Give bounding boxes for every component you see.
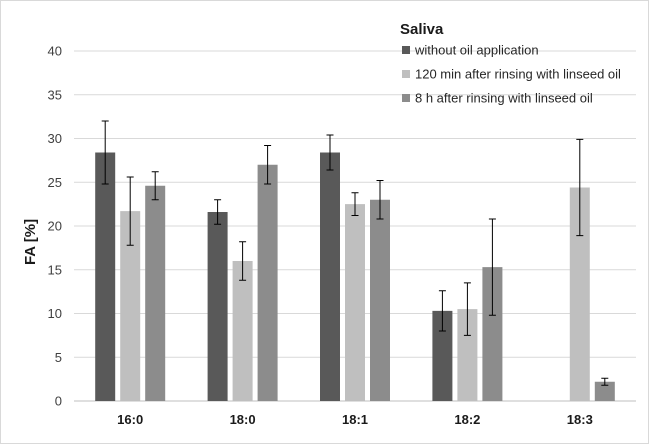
- bars: [95, 152, 615, 401]
- bar: [569, 187, 590, 401]
- bar: [345, 204, 365, 401]
- y-tick-label: 5: [55, 350, 62, 365]
- x-tick-label: 18:0: [230, 412, 256, 427]
- bar: [257, 164, 278, 401]
- y-axis-label: FA [%]: [22, 219, 39, 265]
- bar: [432, 310, 453, 401]
- x-tick-label: 16:0: [117, 412, 143, 427]
- y-tick-label: 25: [48, 175, 62, 190]
- bar: [482, 267, 503, 401]
- bar: [370, 199, 390, 401]
- error-bars: [101, 120, 609, 386]
- bar: [457, 309, 478, 401]
- y-tick-label: 15: [48, 262, 62, 277]
- bar: [232, 261, 253, 401]
- legend-swatch: [402, 94, 410, 102]
- y-tick-label: 30: [48, 131, 62, 146]
- bar: [145, 185, 166, 401]
- x-tick-label: 18:2: [454, 412, 480, 427]
- legend-title: Saliva: [400, 21, 444, 38]
- bar: [120, 211, 141, 401]
- y-tick-label: 35: [48, 87, 62, 102]
- legend-swatch: [402, 46, 410, 54]
- legend-entry: 120 min after rinsing with linseed oil: [415, 67, 621, 82]
- y-tick-label: 40: [48, 44, 62, 59]
- bar: [320, 152, 340, 401]
- legend: Saliva without oil application 120 min af…: [400, 21, 621, 106]
- y-tick-label: 20: [48, 219, 62, 234]
- x-tick-label: 18:3: [567, 412, 593, 427]
- bar: [594, 381, 615, 401]
- y-tick-labels: 0 5 10 15 20 25 30 35 40: [48, 44, 62, 409]
- bar: [95, 152, 116, 401]
- x-tick-labels: 16:0 18:0 18:1 18:2 18:3: [117, 412, 593, 427]
- bar: [207, 212, 228, 401]
- legend-entry: without oil application: [414, 43, 539, 58]
- y-tick-label: 0: [55, 394, 62, 409]
- legend-swatch: [402, 70, 410, 78]
- y-tick-label: 10: [48, 306, 62, 321]
- legend-entry: 8 h after rinsing with linseed oil: [415, 91, 593, 106]
- x-tick-label: 18:1: [342, 412, 368, 427]
